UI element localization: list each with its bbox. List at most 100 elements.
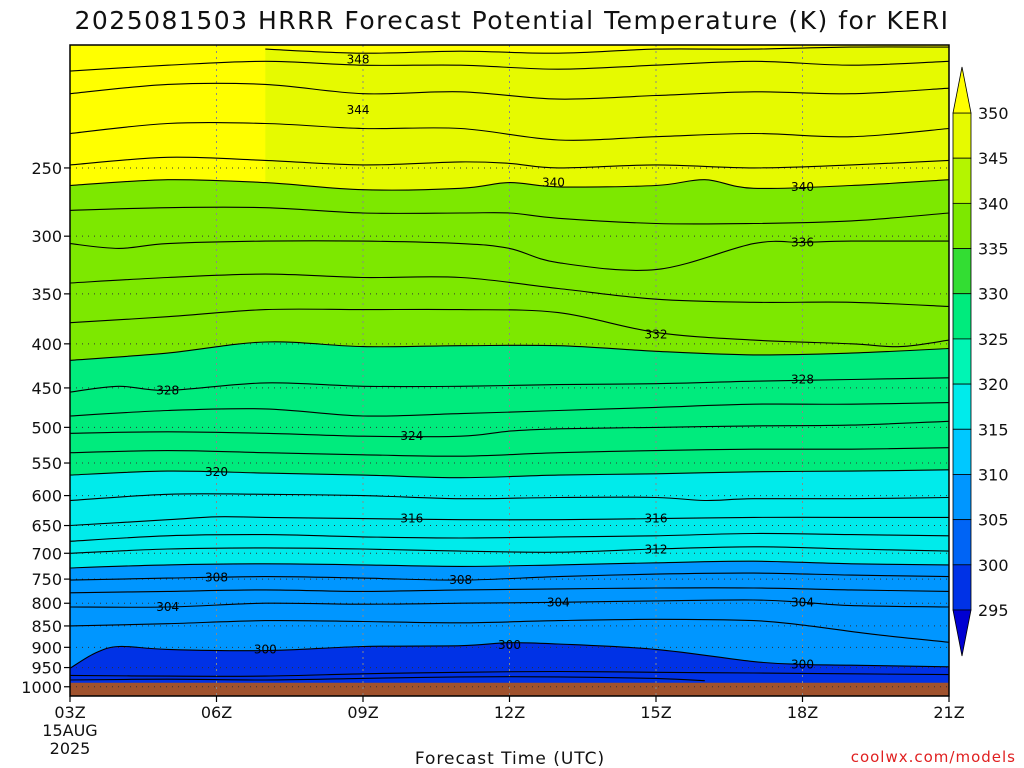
- y-tick-label-900: 900: [31, 638, 62, 657]
- contour-label-text: 300: [498, 638, 521, 652]
- colorbar-label-310: 310: [978, 465, 1009, 484]
- colorbar-label-315: 315: [978, 420, 1009, 439]
- colorbar-segment-300-305: [952, 519, 972, 566]
- colorbar-label-330: 330: [978, 285, 1009, 304]
- contour-line-316: [70, 516, 949, 527]
- contour-line-324: [70, 420, 949, 438]
- contour-label-300: 300: [498, 638, 521, 652]
- y-tick-label-500: 500: [31, 418, 62, 437]
- contour-label-text: 316: [400, 512, 423, 526]
- contour-label-text: 324: [400, 429, 423, 443]
- contour-label-340: 340: [542, 176, 565, 190]
- contour-label-332: 332: [645, 327, 668, 341]
- colorbar-label-325: 325: [978, 330, 1009, 349]
- y-tick-label-300: 300: [31, 227, 62, 246]
- colorbar-segment-320-325: [952, 338, 972, 385]
- contour-line-306: [70, 587, 949, 594]
- colorbar-segment-295-300: [952, 564, 972, 611]
- contour-line-340: [70, 179, 949, 191]
- contour-label-text: 308: [449, 573, 472, 587]
- contour-label-340: 340: [791, 180, 814, 194]
- contour-lines: [70, 46, 949, 682]
- colorbar-segment-335-340: [952, 202, 972, 249]
- x-axis-date-line-2: 2025: [50, 739, 91, 758]
- contour-label-text: 304: [156, 600, 179, 614]
- contour-line-344: [70, 121, 949, 141]
- grid-lines: [70, 45, 949, 696]
- contour-line-346: [70, 82, 949, 100]
- contour-label-348: 348: [347, 52, 370, 66]
- y-tick-label-550: 550: [31, 454, 62, 473]
- colorbar-segment-340-345: [952, 157, 972, 204]
- y-tick-label-250: 250: [31, 159, 62, 178]
- chart-title: 2025081503 HRRR Forecast Potential Tempe…: [75, 6, 950, 35]
- colorbar-segment-325-330: [952, 293, 972, 340]
- contour-line-330: [70, 341, 949, 361]
- colorbar-label-335: 335: [978, 240, 1009, 259]
- y-tick-label-600: 600: [31, 487, 62, 506]
- x-tick-label-18Z: 18Z: [787, 703, 818, 722]
- contour-label-308: 308: [205, 571, 228, 585]
- contour-label-344: 344: [347, 103, 370, 117]
- contour-label-text: 300: [791, 657, 814, 671]
- contour-line-308: [70, 572, 949, 581]
- x-tick-label-15Z: 15Z: [640, 703, 671, 722]
- contour-line-350: [265, 46, 949, 54]
- contour-label-324: 324: [400, 429, 423, 443]
- x-tick-label-06Z: 06Z: [201, 703, 232, 722]
- y-tick-label-450: 450: [31, 379, 62, 398]
- x-axis-label: Forecast Time (UTC): [415, 749, 605, 768]
- contour-line-318: [70, 493, 949, 502]
- contour-line-314: [70, 532, 949, 542]
- contour-line-312: [70, 546, 949, 554]
- colorbar-segment-315-320: [952, 383, 972, 430]
- colorbar-label-305: 305: [978, 511, 1009, 530]
- contour-label-text: 344: [347, 103, 370, 117]
- contour-label-text: 340: [791, 180, 814, 194]
- contour-label-304: 304: [156, 600, 179, 614]
- contour-label-text: 348: [347, 52, 370, 66]
- colorbar-segment-330-335: [952, 248, 972, 295]
- contour-line-328: [70, 377, 949, 393]
- contour-line-298: [70, 670, 949, 677]
- contour-line-304: [70, 599, 949, 608]
- contour-label-316: 316: [645, 512, 668, 526]
- colorbar-extend-top: [952, 66, 972, 114]
- colorbar-segment-345-350: [952, 112, 972, 159]
- ground-region: [70, 682, 949, 696]
- contour-line-326: [70, 402, 949, 417]
- x-tick-label-21Z: 21Z: [933, 703, 964, 722]
- colorbar-segment-305-310: [952, 474, 972, 521]
- contour-line-310: [70, 560, 949, 569]
- contour-line-302: [70, 618, 949, 643]
- contour-label-text: 332: [645, 327, 668, 341]
- y-tick-label-650: 650: [31, 517, 62, 536]
- contour-label-304: 304: [547, 595, 570, 609]
- contour-label-text: 328: [156, 383, 179, 397]
- contour-line-342: [70, 156, 949, 169]
- x-tick-label-03Z: 03Z: [54, 703, 85, 722]
- colorbar-label-350: 350: [978, 104, 1009, 123]
- contour-label-308: 308: [449, 573, 472, 587]
- contour-label-328: 328: [156, 383, 179, 397]
- colorbar-label-320: 320: [978, 375, 1009, 394]
- contour-line-322: [70, 447, 949, 457]
- colorbar-label-340: 340: [978, 194, 1009, 213]
- x-tick-label-09Z: 09Z: [347, 703, 378, 722]
- contour-label-text: 304: [547, 595, 570, 609]
- contour-label-300: 300: [791, 657, 814, 671]
- contour-label-300: 300: [254, 642, 277, 656]
- colorbar-segment-310-315: [952, 428, 972, 475]
- y-tick-label-850: 850: [31, 617, 62, 636]
- credit-text: coolwx.com/models: [851, 748, 1016, 766]
- contour-label-text: 336: [791, 235, 814, 249]
- contour-label-text: 328: [791, 373, 814, 387]
- contour-label-320: 320: [205, 465, 228, 479]
- x-axis-date-line-1: 15AUG: [42, 721, 97, 740]
- contour-line-334: [70, 273, 949, 308]
- contour-labels: 348 344 340 340 336 332 328 328 324 320 316 316 312 3…: [156, 52, 814, 671]
- contour-line-320: [70, 469, 949, 479]
- y-tick-label-400: 400: [31, 335, 62, 354]
- y-tick-label-1000: 1000: [21, 678, 62, 697]
